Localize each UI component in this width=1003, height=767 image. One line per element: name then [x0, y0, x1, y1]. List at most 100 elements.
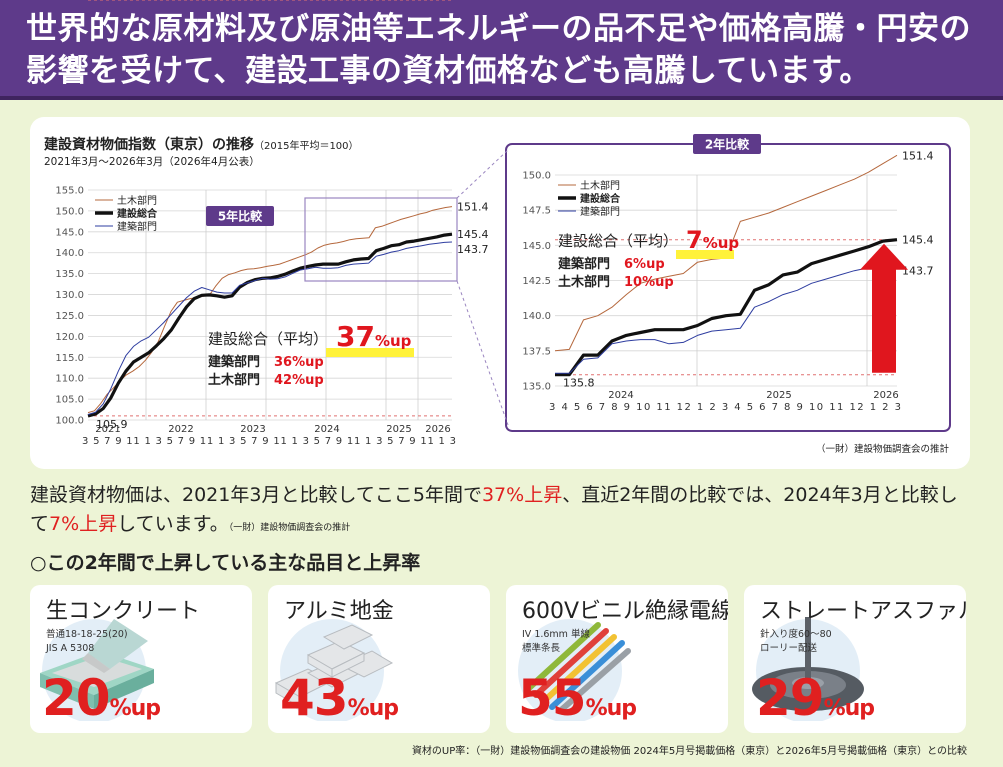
y-tick-label: 140.0	[55, 248, 84, 259]
item-rate-value: 20	[42, 669, 111, 727]
y-tick-label: 130.0	[55, 290, 84, 301]
year-label: 2023	[240, 424, 265, 435]
chart-subtitle: 2021年3月～2026年3月（2026年4月公表）	[44, 156, 260, 168]
comparison-badge-label: 5年比較	[218, 209, 263, 224]
chart-title: 建設資材物価指数（東京）の推移（2015年平均＝100）	[44, 134, 359, 154]
end-value-label: 143.7	[457, 243, 489, 256]
header-banner: 世界的な原材料及び原油等エネルギーの品不足や価格高騰・円安の影響を受けて、建設工…	[0, 0, 1003, 100]
annotation-line-label: 建築部門	[558, 256, 610, 272]
y-tick-label: 135.0	[55, 269, 84, 280]
item-card-asphalt: ストレートアスファルト 針入り度60～80 ローリー配送 29%up	[744, 585, 966, 733]
y-tick-label: 150.0	[522, 171, 551, 182]
summary-part-3: しています。	[117, 513, 229, 535]
asphalt-icon	[752, 617, 864, 721]
annotation-line-value: 36%up	[274, 355, 324, 370]
item-rate-value: 29	[756, 669, 825, 727]
item-name: アルミ地金	[284, 599, 394, 624]
chart-title-note: （2015年平均＝100）	[254, 141, 359, 152]
item-rate: 29%up	[756, 669, 875, 727]
item-rate-unit: %up	[347, 696, 399, 721]
item-rate: 43%up	[280, 669, 399, 727]
annotation-main-value: 37%up	[336, 320, 412, 353]
increase-arrow-head	[860, 243, 908, 270]
highlight-marker	[326, 348, 414, 357]
source-note: （一財）建設物価調査会の推計	[815, 444, 949, 455]
y-tick-label: 145.0	[522, 241, 551, 252]
series-line-2	[87, 241, 453, 415]
summary-highlight-1: 37%上昇	[481, 484, 563, 506]
item-name: 生コンクリート	[46, 599, 201, 624]
item-rate-value: 55	[518, 669, 587, 727]
y-tick-label: 145.0	[55, 227, 84, 238]
end-value-label: 151.4	[902, 149, 934, 162]
item-spec: IV 1.6mm 単線 標準条長	[522, 629, 590, 654]
legend-label: 建築部門	[580, 205, 620, 218]
y-tick-label: 135.0	[522, 382, 551, 393]
zoom-guide-line	[456, 149, 509, 199]
item-spec: 針入り度60～80 ローリー配送	[760, 629, 832, 654]
year-label: 2024	[608, 390, 633, 401]
annotation-line-label: 土木部門	[558, 274, 610, 290]
item-rate-unit: %up	[109, 696, 161, 721]
year-label: 2025	[766, 390, 791, 401]
comparison-badge	[693, 134, 761, 154]
year-label: 2026	[873, 390, 898, 401]
annotation-line-label: 土木部門	[208, 372, 260, 388]
year-label: 2021	[95, 424, 120, 435]
legend-label: 建築部門	[117, 220, 157, 233]
item-card-wire: 600Vビニル絶縁電線 IV 1.6mm 単線 標準条長 55%up	[506, 585, 728, 733]
y-tick-label: 140.0	[522, 311, 551, 322]
footnote: 資材のUP率：（一財）建設物価調査会の建設物価 2024年5月号掲載価格（東京）…	[411, 746, 967, 757]
plot-area	[88, 190, 452, 420]
item-name: ストレートアスファルト	[760, 599, 966, 624]
legend-label: 建設総合	[116, 207, 158, 220]
series-line-1	[555, 238, 898, 377]
annotation-line-value: 42%up	[274, 373, 324, 388]
y-tick-label: 120.0	[55, 332, 84, 343]
y-tick-label: 100.0	[55, 416, 84, 427]
page-title: 世界的な原材料及び原油等エネルギーの品不足や価格高騰・円安の影響を受けて、建設工…	[26, 11, 971, 89]
summary-highlight-2: 7%上昇	[49, 513, 118, 535]
annotation-main-value: 7%up	[686, 226, 739, 254]
item-spec: 普通18-18-25(20) JIS A 5308	[46, 629, 128, 654]
summary-note: （一財）建設物価調査会の推計	[228, 523, 351, 533]
item-rate: 55%up	[518, 669, 637, 727]
y-tick-label: 155.0	[55, 186, 84, 197]
item-name: 600Vビニル絶縁電線	[522, 599, 728, 624]
item-rate-unit: %up	[823, 696, 875, 721]
comparison-badge-label: 2年比較	[705, 137, 750, 152]
five-year-chart: 155.0 150.0 145.0 140.0 135.0 130.0 125.0 120.0…	[55, 0, 489, 447]
end-value-label: 151.4	[457, 201, 489, 214]
start-value-label: 135.8	[563, 377, 595, 390]
start-value-label: 105.9	[96, 418, 128, 431]
comparison-badge	[206, 206, 274, 226]
summary-text: 建設資材物価は、2021年3月と比較してここ5年間で37%上昇、直近2年間の比較…	[30, 481, 975, 543]
item-rate: 20%up	[42, 669, 161, 727]
annotation-line-value: 6%up	[624, 257, 665, 272]
y-tick-label: 115.0	[55, 353, 84, 364]
legend-label: 土木部門	[117, 194, 157, 207]
legend-label: 土木部門	[580, 179, 620, 192]
items-section-title: ○この2年間で上昇している主な品目と上昇率	[30, 552, 421, 574]
item-rate-unit: %up	[585, 696, 637, 721]
month-tick-labels: 3 5 7 9 11 1 3 5 7 9 11 1 3 5 7 9 11 1 3…	[82, 436, 456, 447]
y-tick-label: 150.0	[55, 206, 84, 217]
y-tick-label: 142.5	[522, 276, 551, 287]
concrete-icon	[40, 619, 154, 721]
year-label: 2022	[168, 424, 193, 435]
item-rate-value: 43	[280, 669, 349, 727]
two-year-chart: 150.0 147.5 145.0 142.5 140.0 137.5 135.0 2024 2…	[522, 134, 934, 413]
highlight-marker	[676, 250, 734, 259]
series-line-1	[87, 232, 453, 418]
annotation-line-value: 10%up	[624, 275, 674, 290]
y-tick-label: 147.5	[522, 206, 551, 217]
y-tick-label: 137.5	[522, 346, 551, 357]
item-card-concrete: 生コンクリート 普通18-18-25(20) JIS A 5308 20%up	[30, 585, 252, 733]
y-tick-label: 125.0	[55, 311, 84, 322]
zoom-region-box	[304, 197, 458, 282]
end-value-label: 145.4	[902, 234, 934, 247]
year-label: 2026	[425, 424, 450, 435]
summary-part-1: 建設資材物価は、2021年3月と比較してここ5年間で	[30, 484, 482, 506]
series-line-2	[555, 263, 898, 374]
